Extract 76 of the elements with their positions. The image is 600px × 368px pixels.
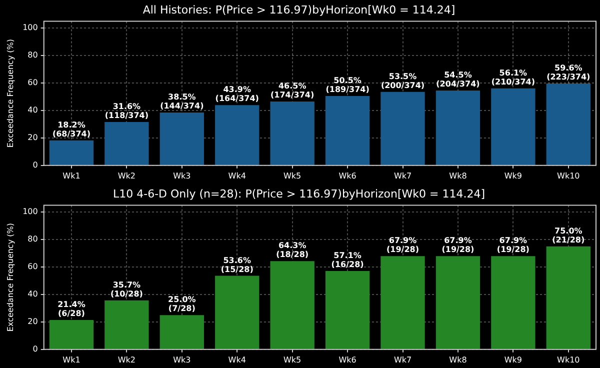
bar	[380, 256, 425, 349]
data-label: 35.7% (10/28)	[110, 280, 143, 298]
data-label: 18.2% (68/374)	[52, 120, 91, 138]
bar	[546, 246, 590, 349]
bar	[325, 270, 370, 349]
y-tick-label: 0	[32, 344, 38, 354]
x-tick-label: Wk6	[338, 355, 356, 364]
x-tick-label: Wk6	[338, 171, 356, 180]
y-tick-label: 20	[28, 317, 38, 326]
y-tick-label: 80	[28, 234, 38, 244]
bar	[491, 256, 536, 349]
x-tick-label: Wk7	[394, 171, 412, 180]
bar	[270, 261, 314, 349]
bar	[160, 112, 204, 165]
x-tick-label: Wk8	[449, 355, 467, 364]
bar	[436, 256, 480, 349]
x-tick-label: Wk7	[394, 355, 412, 364]
data-label: 67.9% (19/28)	[386, 236, 420, 254]
data-label: 43.9% (164/374)	[215, 85, 259, 104]
bar	[49, 140, 94, 165]
y-axis-title: Exceedance Frequency (%)	[6, 39, 15, 148]
bar	[215, 276, 260, 349]
data-label: 21.4% (6/28)	[58, 300, 86, 318]
bar	[380, 92, 425, 165]
y-tick-label: 80	[28, 50, 38, 60]
x-tick-label: Wk1	[62, 355, 80, 364]
x-tick-label: Wk5	[284, 171, 302, 180]
data-label: 56.1% (210/374)	[491, 68, 535, 86]
y-tick-label: 60	[28, 78, 38, 88]
x-tick-label: Wk5	[284, 355, 302, 364]
y-tick-label: 100	[22, 23, 38, 32]
bar	[49, 320, 94, 349]
chart-title: L10 4-6-D Only (n=28): P(Price > 116.97)byHorizon[Wk0 = 114.24]	[112, 187, 486, 200]
y-tick-label: 100	[22, 207, 38, 216]
bar	[436, 90, 480, 165]
bar	[546, 84, 590, 165]
data-label: 57.1% (16/28)	[331, 251, 364, 270]
x-tick-label: Wk2	[118, 171, 136, 180]
bar	[491, 88, 536, 165]
bar	[325, 96, 370, 165]
bar	[104, 300, 149, 349]
x-tick-label: Wk10	[557, 355, 580, 364]
chart-title: All Histories: P(Price > 116.97)byHorizon[Wk0 = 114.24]	[142, 3, 456, 16]
y-tick-label: 60	[28, 262, 38, 272]
y-tick-label: 40	[28, 106, 38, 115]
data-label: 50.5% (189/374)	[326, 76, 370, 94]
x-tick-label: Wk3	[173, 171, 191, 180]
data-label: 25.0% (7/28)	[168, 295, 196, 314]
data-label: 64.3% (18/28)	[276, 241, 309, 260]
data-label: 31.6% (118/374)	[104, 102, 149, 120]
data-label: 38.5% (144/374)	[160, 92, 204, 111]
x-tick-label: Wk4	[228, 171, 246, 180]
y-tick-label: 0	[32, 160, 38, 170]
x-tick-label: Wk9	[504, 171, 522, 180]
data-label: 75.0% (21/28)	[552, 226, 585, 244]
data-label: 67.9% (19/28)	[496, 236, 530, 254]
y-tick-label: 20	[28, 133, 38, 142]
data-label: 53.6% (15/28)	[220, 256, 254, 274]
bar	[215, 105, 260, 165]
x-tick-label: Wk1	[62, 171, 80, 180]
data-label: 54.5% (204/374)	[436, 70, 480, 89]
x-tick-label: Wk9	[504, 355, 522, 364]
data-label: 53.5% (200/374)	[380, 72, 425, 90]
x-tick-label: Wk10	[557, 171, 580, 180]
data-label: 59.6% (223/374)	[546, 64, 590, 82]
x-tick-label: Wk2	[118, 355, 136, 364]
x-tick-label: Wk8	[449, 171, 467, 180]
x-tick-label: Wk3	[173, 355, 191, 364]
data-label: 46.5% (174/374)	[270, 82, 314, 100]
bar	[160, 315, 204, 349]
x-tick-label: Wk4	[228, 355, 246, 364]
bar	[270, 102, 314, 165]
bar	[104, 122, 149, 165]
y-axis-title: Exceedance Frequency (%)	[6, 223, 15, 332]
y-tick-label: 40	[28, 290, 38, 299]
data-label: 67.9% (19/28)	[442, 236, 474, 254]
